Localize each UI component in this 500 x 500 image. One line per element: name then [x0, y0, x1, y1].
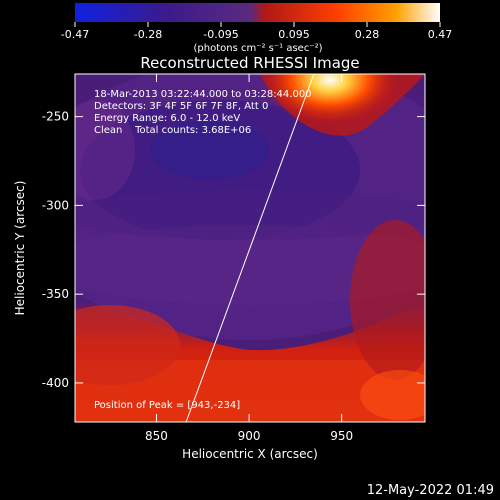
peak-position-label: Position of Peak = [943,-234]	[94, 400, 240, 411]
plot-frame	[74, 73, 426, 423]
colorbar-tick-label-0: -0.47	[61, 28, 89, 41]
y-tick-label: -350	[42, 287, 69, 301]
x-axis-ticks: 850 900 950	[145, 74, 353, 443]
heatmap-image	[75, 74, 425, 422]
y-axis-ticks: -250 -300 -350 -400	[42, 110, 425, 390]
x-tick-label: 900	[238, 429, 261, 443]
y-axis-label: Heliocentric Y (arcsec)	[13, 181, 27, 316]
x-axis-label: Heliocentric X (arcsec)	[182, 447, 318, 461]
x-tick-label: 950	[330, 429, 353, 443]
colorbar-tick-label-3: 0.095	[278, 28, 310, 41]
colorbar	[75, 3, 440, 22]
annotation-time-range: 18-Mar-2013 03:22:44.000 to 03:28:44.000	[94, 89, 312, 100]
colorbar-tick-label-2: -0.095	[203, 28, 238, 41]
colorbar-tick-label-4: 0.28	[355, 28, 380, 41]
colorbar-ticks	[74, 22, 441, 27]
colorbar-tick-label-1: -0.28	[134, 28, 162, 41]
y-tick-label: -250	[42, 110, 69, 124]
annotation-detectors: Detectors: 3F 4F 5F 6F 7F 8F, Att 0	[94, 101, 268, 112]
x-tick-label: 850	[145, 429, 168, 443]
footer-date: 12-May-2022 01:49	[367, 483, 494, 498]
y-tick-label: -400	[42, 376, 69, 390]
solar-limb-line	[185, 73, 315, 423]
colorbar-tick-label-5: 0.47	[428, 28, 453, 41]
annotation-energy-range: Energy Range: 6.0 - 12.0 keV	[94, 113, 240, 124]
chart-title: Reconstructed RHESSI Image	[140, 54, 359, 72]
y-tick-label: -300	[42, 198, 69, 212]
colorbar-units: (photons cm⁻² s⁻¹ asec⁻²)	[193, 43, 322, 54]
annotation-total-counts: Clean Total counts: 3.68E+06	[94, 125, 251, 136]
